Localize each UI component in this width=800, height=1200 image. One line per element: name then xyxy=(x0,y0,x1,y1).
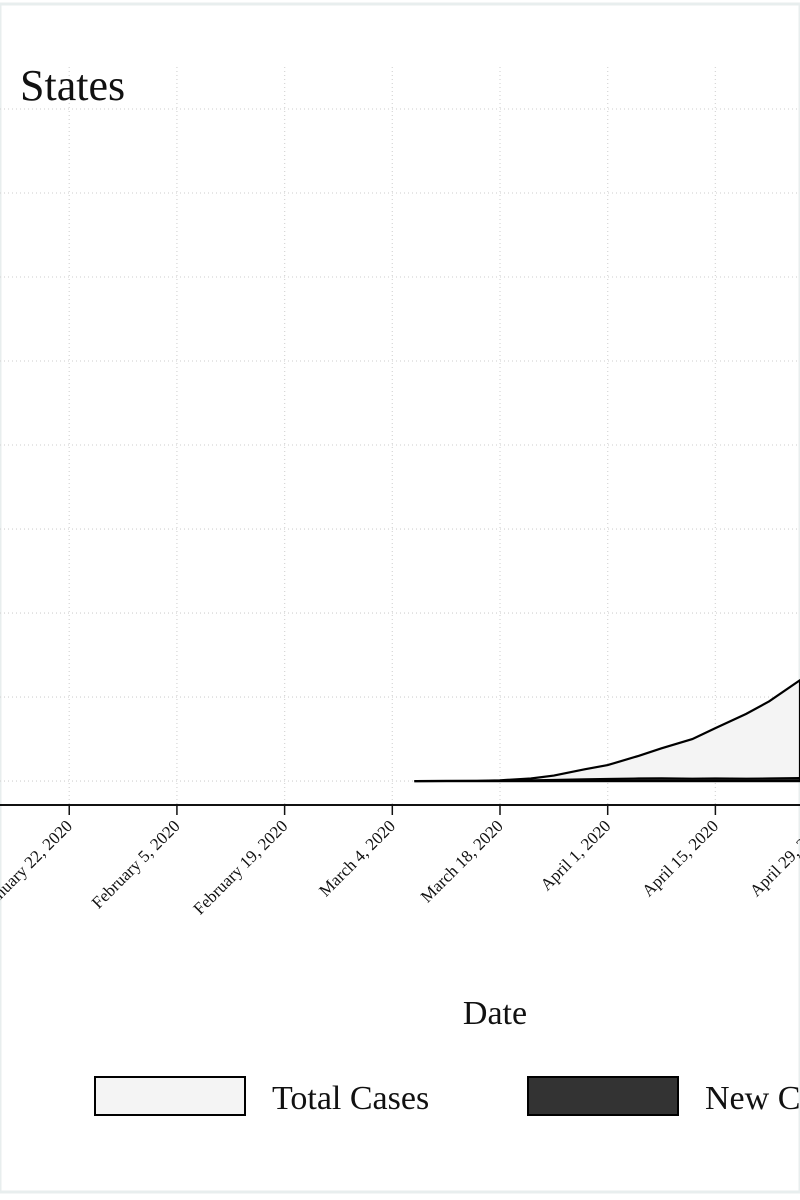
legend: Total Cases New Cases xyxy=(94,1076,800,1117)
grid xyxy=(0,67,800,805)
legend-swatch xyxy=(527,1076,679,1116)
areas xyxy=(414,678,800,783)
area xyxy=(414,776,800,783)
legend-label: New Cases xyxy=(705,1080,800,1117)
chart-title: States xyxy=(20,61,125,110)
legend-swatch xyxy=(94,1076,246,1116)
legend-label: Total Cases xyxy=(272,1080,429,1117)
x-axis-label: Date xyxy=(463,995,527,1032)
